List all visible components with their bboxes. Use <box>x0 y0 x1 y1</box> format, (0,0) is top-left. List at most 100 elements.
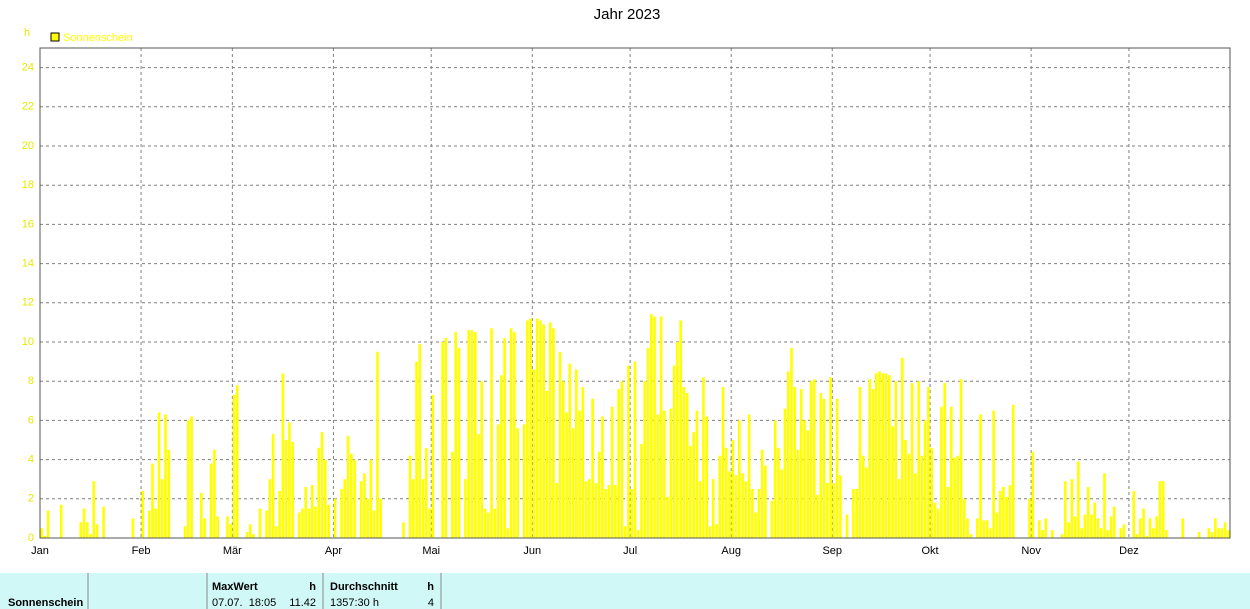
bar <box>131 518 135 538</box>
bar <box>979 414 982 538</box>
bar <box>672 365 676 538</box>
bar <box>314 506 317 538</box>
bar <box>522 424 526 538</box>
bar <box>581 387 585 538</box>
y-tick-label: 8 <box>28 375 34 387</box>
bar <box>516 428 519 538</box>
bar <box>1197 532 1201 538</box>
bar <box>1090 514 1093 538</box>
bar <box>936 508 940 538</box>
bar <box>232 394 236 538</box>
bar <box>418 343 422 538</box>
bar <box>203 518 206 538</box>
bar <box>584 481 588 538</box>
bar <box>1148 518 1152 538</box>
bar <box>744 481 748 538</box>
bar <box>1031 451 1035 538</box>
y-tick-label: 24 <box>22 62 34 74</box>
bar <box>871 389 875 538</box>
bar <box>705 416 709 538</box>
bar <box>425 447 428 538</box>
bar <box>822 398 826 538</box>
y-tick-label: 2 <box>28 493 34 505</box>
bar <box>734 475 738 538</box>
bar <box>891 426 894 538</box>
bar <box>340 489 343 538</box>
bar <box>1060 534 1064 538</box>
bar <box>539 320 542 538</box>
bar <box>503 338 506 538</box>
bar <box>43 536 47 538</box>
bar <box>40 528 43 538</box>
x-tick-label: Mai <box>422 545 440 557</box>
bar <box>1207 528 1211 538</box>
bar <box>350 453 353 538</box>
bar <box>1011 404 1015 538</box>
bar <box>278 490 281 538</box>
bar <box>962 498 966 538</box>
bar <box>855 489 859 538</box>
bar <box>982 520 986 538</box>
bar <box>258 508 262 538</box>
bar <box>1109 516 1113 538</box>
bar <box>852 489 855 538</box>
bar <box>741 473 744 538</box>
bar <box>793 387 797 538</box>
bar <box>839 475 842 538</box>
bar <box>751 489 754 538</box>
bar <box>532 369 536 538</box>
bar <box>343 479 347 538</box>
bar <box>82 508 86 538</box>
y-tick-label: 10 <box>22 336 34 348</box>
bar <box>1152 528 1155 538</box>
bar <box>408 455 412 538</box>
bar <box>676 342 679 538</box>
bar <box>281 373 285 538</box>
bar <box>1155 516 1158 538</box>
bar <box>989 528 992 538</box>
bar <box>920 455 924 538</box>
bar <box>721 387 725 538</box>
bar <box>513 332 516 538</box>
bar <box>213 449 216 538</box>
bar <box>1099 528 1103 538</box>
bar <box>1086 487 1090 538</box>
bar <box>245 532 249 538</box>
bar <box>291 441 294 538</box>
x-tick-label: Sep <box>822 545 842 557</box>
bar <box>558 351 562 538</box>
x-tick-label: Apr <box>325 545 342 557</box>
bar <box>451 451 454 538</box>
bar <box>653 316 656 538</box>
bar <box>359 481 363 538</box>
bar <box>614 485 617 538</box>
bar <box>878 371 881 538</box>
bar <box>353 459 356 538</box>
col-unit: h <box>309 581 316 593</box>
bar <box>248 524 252 538</box>
bar <box>663 410 666 538</box>
bar <box>369 459 373 538</box>
bar <box>777 447 780 538</box>
bar <box>1002 487 1005 538</box>
bar <box>1145 536 1149 538</box>
y-tick-label: 22 <box>22 101 34 113</box>
bar <box>411 479 415 538</box>
bar <box>288 422 291 538</box>
bar <box>284 440 288 538</box>
bar <box>85 522 89 538</box>
bar <box>636 530 640 538</box>
bar <box>317 447 321 538</box>
y-tick-label: 4 <box>28 454 34 466</box>
bar <box>992 410 995 538</box>
bar <box>923 420 927 538</box>
bar <box>379 498 383 538</box>
bar <box>692 432 695 538</box>
bar <box>1142 508 1145 538</box>
bar <box>486 512 490 538</box>
bar <box>226 516 229 538</box>
bar <box>1028 498 1031 538</box>
